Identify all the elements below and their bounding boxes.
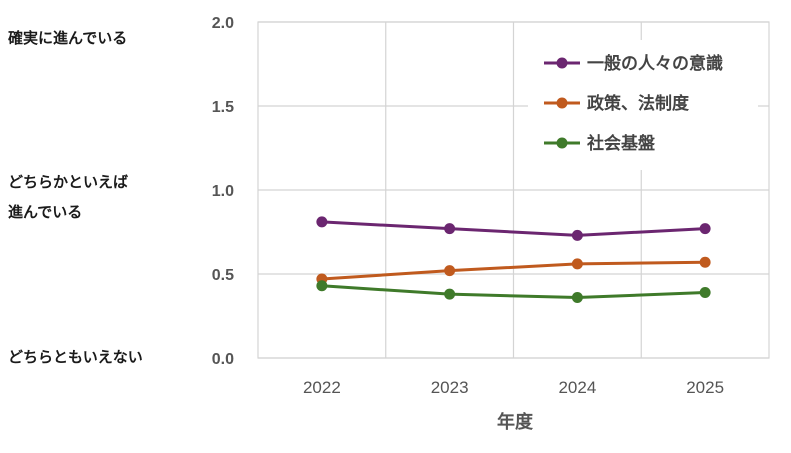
- x-axis-label: 年度: [497, 411, 534, 433]
- legend-marker: [556, 57, 568, 69]
- data-point: [316, 280, 328, 292]
- y-tick-label: 0.0: [212, 351, 234, 368]
- x-axis-ticks: 2022 2023 2024 2025: [303, 378, 724, 397]
- series-line: [321, 260, 706, 281]
- series-3: [316, 280, 711, 304]
- data-point: [316, 216, 328, 228]
- x-tick-label: 2024: [558, 378, 596, 397]
- legend-marker: [556, 97, 568, 109]
- data-point: [571, 258, 583, 270]
- legend-label: 社会基盤: [586, 133, 656, 154]
- data-point: [444, 288, 456, 300]
- legend-label: 一般の人々の意識: [587, 53, 723, 74]
- y-tick-label: 1.5: [212, 99, 234, 116]
- chart-grid: [257, 21, 770, 359]
- data-point: [699, 223, 711, 235]
- data-point: [699, 256, 711, 268]
- y-tick-label: 1.0: [212, 183, 234, 200]
- data-point: [699, 286, 711, 298]
- y-axis-ticks: 0.0 0.5 1.0 1.5 2.0: [212, 15, 234, 368]
- y-tick-label: 0.5: [212, 267, 234, 284]
- x-tick-label: 2023: [431, 378, 469, 397]
- data-point: [444, 265, 456, 277]
- x-tick-label: 2022: [303, 378, 341, 397]
- legend-label: 政策、法制度: [587, 93, 690, 114]
- side-label-top: 確実に進んでいる: [8, 29, 128, 47]
- chart-series: [316, 216, 711, 304]
- series-line: [321, 220, 706, 237]
- x-tick-label: 2025: [686, 378, 724, 397]
- side-label-middle-line2: 進んでいる: [8, 203, 83, 221]
- side-label-middle-line1: どちらかといえば: [8, 173, 129, 191]
- y-tick-label: 2.0: [212, 15, 234, 32]
- side-label-bottom: どちらともいえない: [8, 348, 143, 366]
- data-point: [444, 223, 456, 235]
- series-line: [321, 284, 706, 300]
- legend-marker: [556, 137, 568, 149]
- series-1: [316, 216, 711, 241]
- data-point: [571, 292, 583, 304]
- data-point: [571, 229, 583, 241]
